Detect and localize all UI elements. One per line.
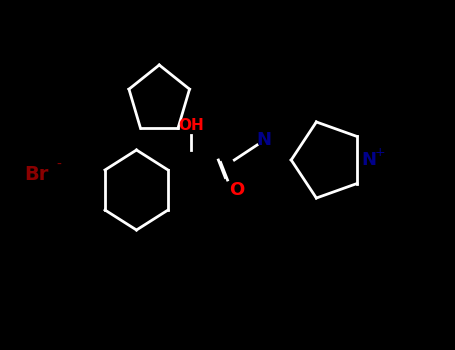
Text: N: N — [257, 131, 271, 149]
Text: O: O — [229, 181, 244, 199]
Text: +: + — [374, 146, 385, 159]
Text: Br: Br — [24, 166, 49, 184]
Text: -: - — [57, 158, 61, 172]
Text: OH: OH — [178, 118, 204, 133]
Text: N: N — [361, 151, 376, 169]
